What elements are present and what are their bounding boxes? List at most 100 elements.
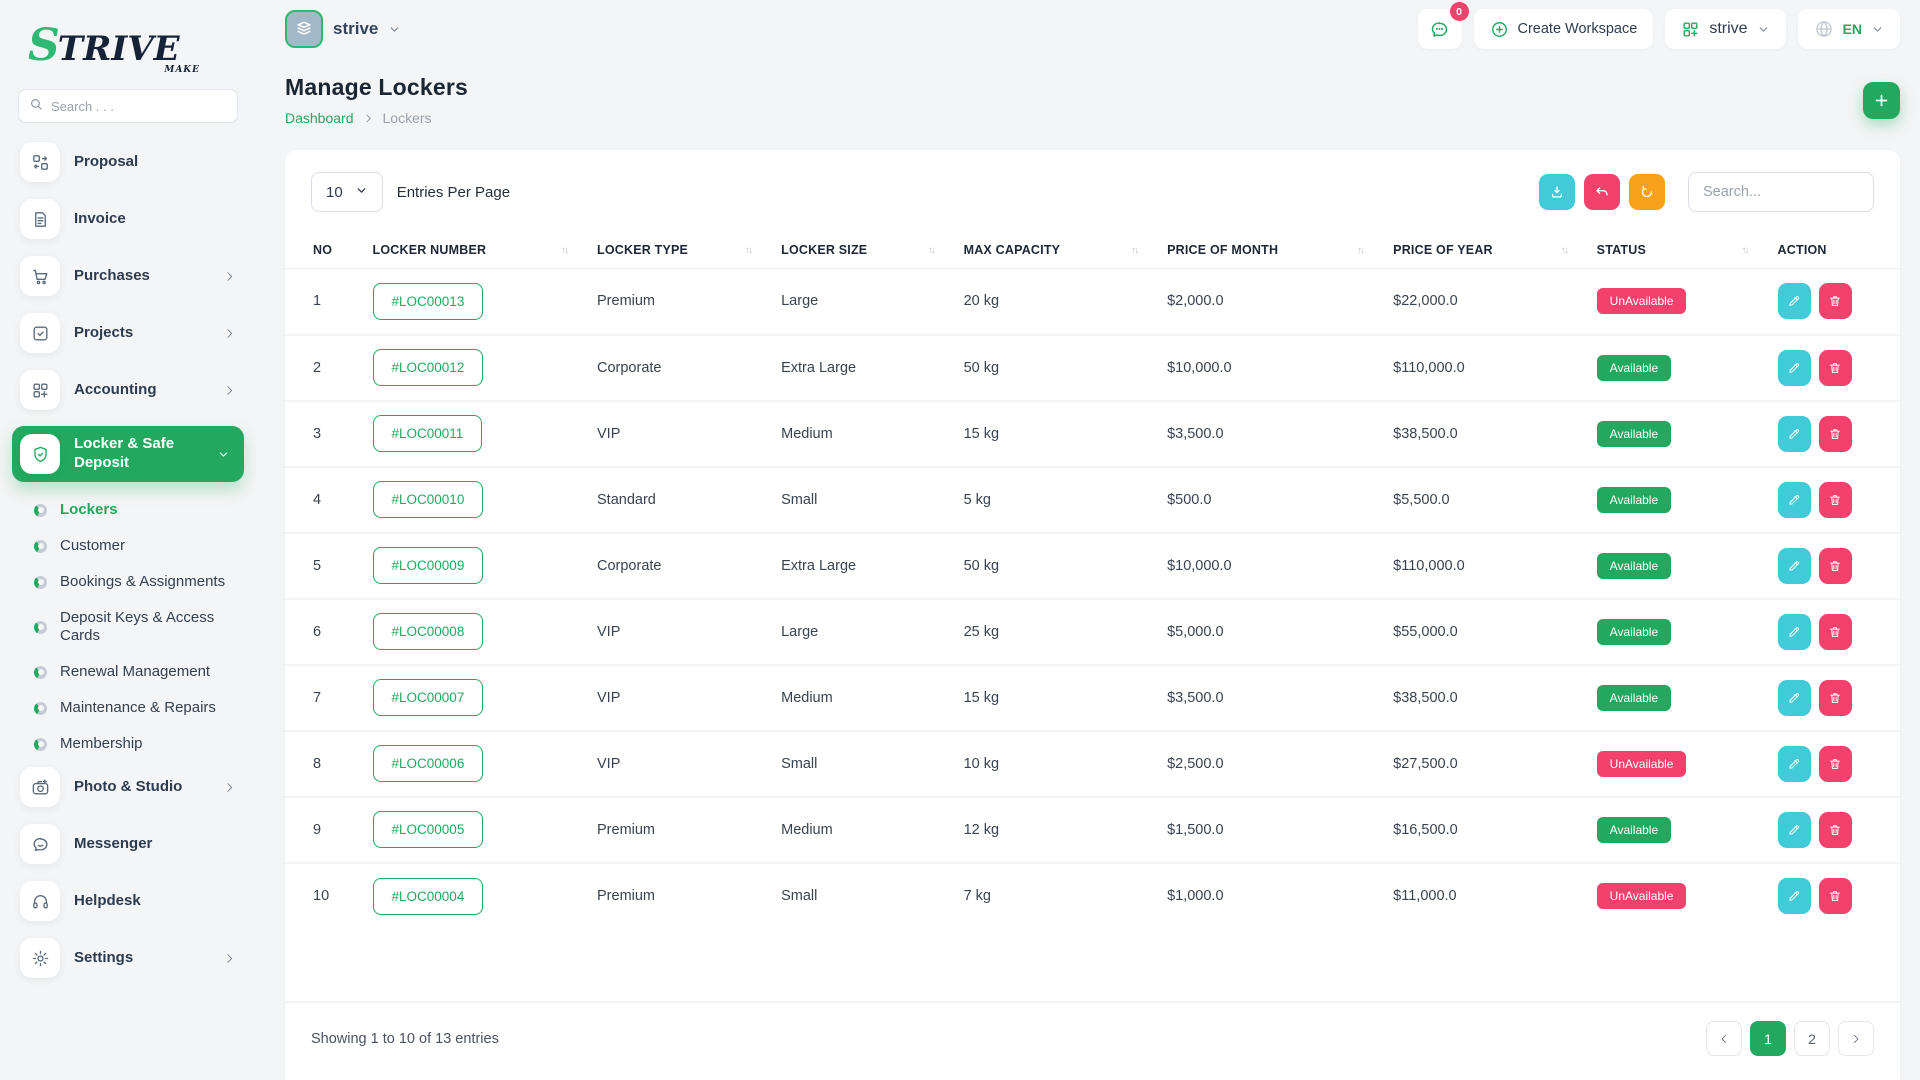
column-header-locker-type[interactable]: LOCKER TYPE↑↓ [587,232,771,269]
workspace-switcher-button[interactable]: strive [1665,9,1785,49]
delete-button[interactable] [1819,614,1852,650]
delete-button[interactable] [1819,548,1852,584]
bullet-icon [34,540,47,553]
trash-icon [1828,559,1842,573]
locker-number-pill[interactable]: #LOC00010 [373,481,484,518]
sort-icon[interactable]: ↑↓ [1742,245,1748,256]
pagination-page-1[interactable]: 1 [1750,1021,1786,1056]
sidebar-subitem-deposit-keys-access-cards[interactable]: Deposit Keys & Access Cards [18,600,238,654]
sort-icon[interactable]: ↑↓ [561,245,567,256]
delete-button[interactable] [1819,812,1852,848]
column-header-price-of-year[interactable]: PRICE OF YEAR↑↓ [1383,232,1586,269]
sidebar-search-input[interactable] [51,99,227,114]
sidebar-item-helpdesk[interactable]: Helpdesk [18,876,238,926]
sidebar-item-accounting[interactable]: Accounting [18,365,238,415]
breadcrumb-dashboard-link[interactable]: Dashboard [285,110,354,126]
locker-number-pill[interactable]: #LOC00005 [373,811,484,848]
column-header-price-of-month[interactable]: PRICE OF MONTH↑↓ [1157,232,1383,269]
delete-button[interactable] [1819,680,1852,716]
locker-number-pill[interactable]: #LOC00011 [373,415,483,452]
topbar-right: 0 Create Workspace strive EN [1418,9,1901,49]
add-locker-button[interactable] [1863,82,1900,119]
sidebar-item-projects[interactable]: Projects [18,308,238,358]
locker-number-pill[interactable]: #LOC00004 [373,878,484,915]
column-header-status[interactable]: STATUS↑↓ [1587,232,1768,269]
locker-number-pill[interactable]: #LOC00008 [373,613,484,650]
column-header-max-capacity[interactable]: MAX CAPACITY↑↓ [954,232,1157,269]
sidebar-item-settings[interactable]: Settings [18,933,238,983]
chevron-down-icon [217,448,230,461]
cell-locker-type: Premium [587,797,771,863]
locker-number-pill[interactable]: #LOC00013 [373,283,484,320]
pagination-page-2[interactable]: 2 [1794,1021,1830,1056]
delete-button[interactable] [1819,878,1852,914]
delete-button[interactable] [1819,482,1852,518]
sidebar-item-locker-safe-deposit[interactable]: Locker & Safe Deposit [12,426,244,482]
export-download-button[interactable] [1539,174,1575,210]
locker-number-pill[interactable]: #LOC00012 [373,349,484,386]
cell-no: 4 [285,467,363,533]
edit-button[interactable] [1778,350,1811,386]
sort-icon[interactable]: ↑↓ [928,245,934,256]
delete-button[interactable] [1819,283,1852,319]
sidebar-item-messenger[interactable]: Messenger [18,819,238,869]
sidebar-item-proposal[interactable]: Proposal [18,137,238,187]
sort-icon[interactable]: ↑↓ [1357,245,1363,256]
edit-button[interactable] [1778,812,1811,848]
sidebar-subitem-renewal-management[interactable]: Renewal Management [18,654,238,690]
column-header-locker-number[interactable]: LOCKER NUMBER↑↓ [363,232,587,269]
trash-icon [1828,625,1842,639]
sidebar-subitem-membership[interactable]: Membership [18,726,238,762]
pagination-next-button[interactable] [1838,1021,1874,1056]
cell-locker-type: Standard [587,467,771,533]
delete-button[interactable] [1819,746,1852,782]
sidebar-subitem-bookings-assignments[interactable]: Bookings & Assignments [18,564,238,600]
edit-button[interactable] [1778,416,1811,452]
accounting-icon [20,370,60,410]
edit-button[interactable] [1778,482,1811,518]
table-search-input[interactable] [1688,172,1874,212]
chat-button[interactable]: 0 [1418,9,1462,49]
edit-button[interactable] [1778,746,1811,782]
pagination-prev-button[interactable] [1706,1021,1742,1056]
cell-locker-size: Small [771,863,953,929]
lockers-table-card: 10 Entries Per Page NOLOCKER NUMBER↑↓LOC… [285,150,1900,1080]
chevron-right-icon [223,384,236,397]
refresh-button[interactable] [1629,174,1665,210]
cell-price-of-year: $38,500.0 [1383,665,1586,731]
edit-button[interactable] [1778,878,1811,914]
sidebar-item-invoice[interactable]: Invoice [18,194,238,244]
locker-number-pill[interactable]: #LOC00007 [373,679,484,716]
edit-button[interactable] [1778,680,1811,716]
edit-button[interactable] [1778,548,1811,584]
sort-icon[interactable]: ↑↓ [1561,245,1567,256]
language-button[interactable]: EN [1798,9,1900,49]
delete-button[interactable] [1819,416,1852,452]
column-header-no: NO [285,232,363,269]
status-badge: Available [1597,619,1671,645]
showing-entries-text: Showing 1 to 10 of 13 entries [311,1031,499,1047]
entries-per-page-select[interactable]: 10 [311,172,383,212]
cell-locker-size: Extra Large [771,533,953,599]
undo-button[interactable] [1584,174,1620,210]
sidebar-subitem-customer[interactable]: Customer [18,528,238,564]
trash-icon [1828,691,1842,705]
sort-icon[interactable]: ↑↓ [1131,245,1137,256]
sort-icon[interactable]: ↑↓ [745,245,751,256]
edit-button[interactable] [1778,614,1811,650]
chevron-down-icon [1757,23,1770,36]
column-header-locker-size[interactable]: LOCKER SIZE↑↓ [771,232,953,269]
locker-number-pill[interactable]: #LOC00006 [373,745,484,782]
cell-price-of-month: $5,000.0 [1157,599,1383,665]
sidebar-item-photo-studio[interactable]: Photo & Studio [18,762,238,812]
sidebar-subitem-maintenance-repairs[interactable]: Maintenance & Repairs [18,690,238,726]
delete-button[interactable] [1819,350,1852,386]
create-workspace-button[interactable]: Create Workspace [1474,9,1654,49]
workspace-chip[interactable]: strive [285,10,401,48]
edit-button[interactable] [1778,283,1811,319]
sidebar-subitem-lockers[interactable]: Lockers [18,492,238,528]
sidebar-item-purchases[interactable]: Purchases [18,251,238,301]
topbar: strive 0 Create Workspace strive [285,0,1900,58]
cell-locker-type: Premium [587,863,771,929]
locker-number-pill[interactable]: #LOC00009 [373,547,484,584]
